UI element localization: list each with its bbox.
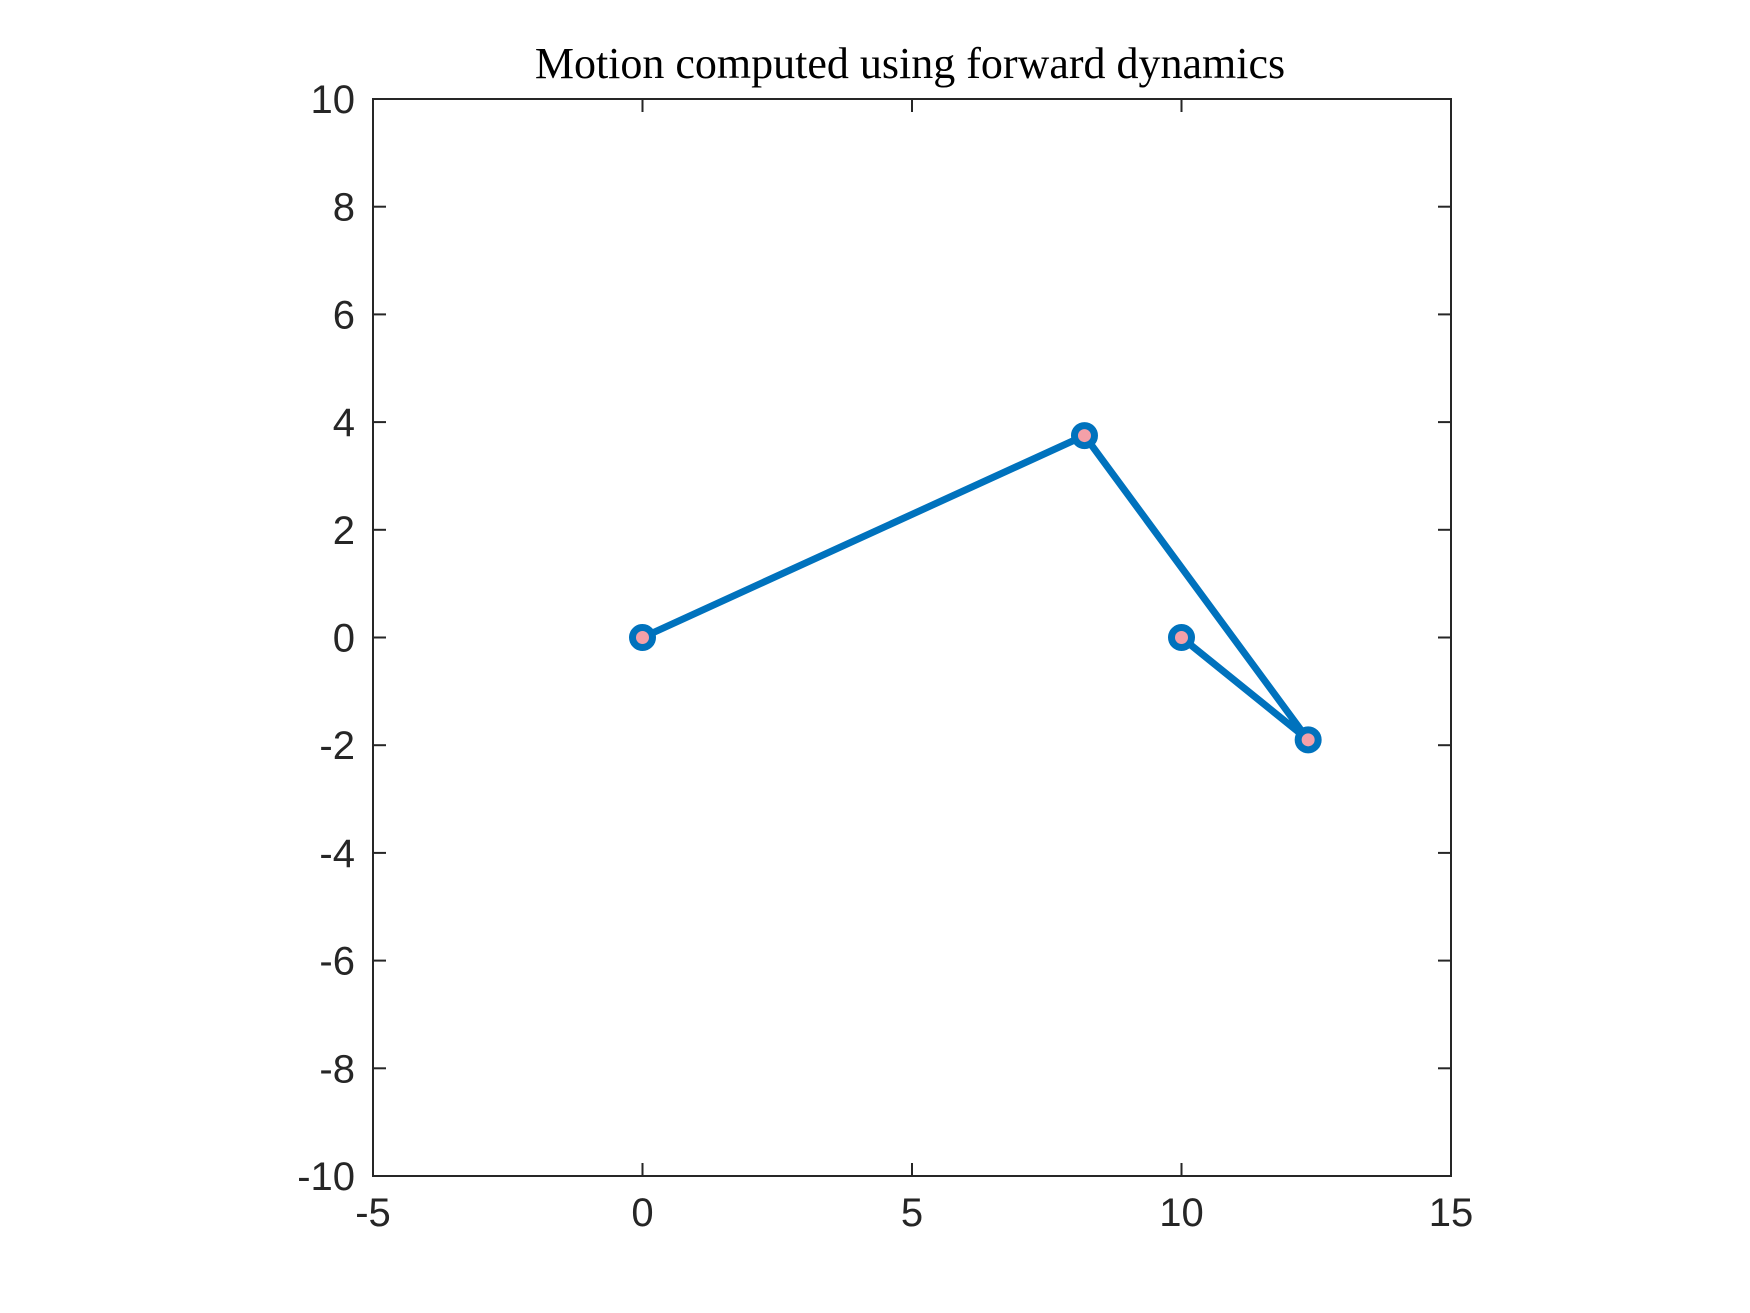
series-line: [639, 432, 1312, 744]
data-point: [1070, 422, 1098, 450]
y-tick-label: 8: [333, 186, 355, 230]
y-tick-label: -8: [319, 1047, 355, 1091]
plot-area: -5 0 5 10 15 10 8 6 4 2 0 -2 -4 -6 -8 -10: [297, 78, 1473, 1235]
y-tick-label: -6: [319, 940, 355, 984]
y-tick-label: 6: [333, 293, 355, 337]
chart-title: Motion computed using forward dynamics: [535, 39, 1285, 88]
y-tick-label: 10: [311, 78, 356, 122]
data-point: [1294, 726, 1322, 754]
y-tick-label: 4: [333, 401, 355, 445]
y-tick-label: 2: [333, 509, 355, 553]
x-tick-label: 10: [1159, 1191, 1204, 1235]
axes-box: [372, 98, 1452, 1177]
y-tick-label: -2: [319, 724, 355, 768]
x-tick-label: -5: [355, 1191, 391, 1235]
y-tick-label: 0: [333, 617, 355, 661]
data-point: [629, 624, 656, 651]
y-tick-label: -10: [297, 1155, 355, 1199]
data-point: [1168, 624, 1195, 651]
x-tick-label: 0: [631, 1191, 653, 1235]
x-tick-label: 15: [1429, 1191, 1474, 1235]
y-tick-label: -4: [319, 832, 355, 876]
x-tick-label: 5: [901, 1191, 923, 1235]
